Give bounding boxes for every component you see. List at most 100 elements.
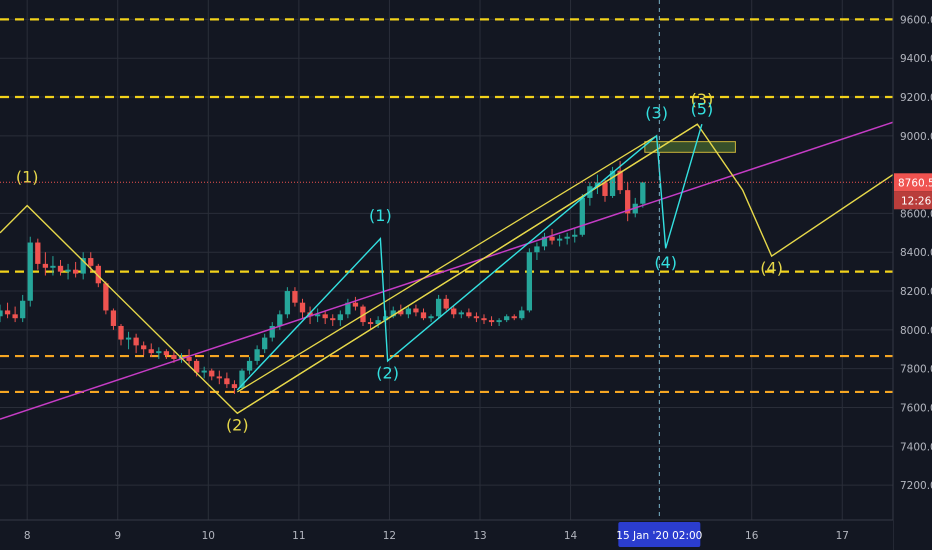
candle-body — [572, 234, 578, 237]
wave-label: (2) — [376, 363, 399, 382]
candle-body — [239, 370, 245, 389]
candle-body — [110, 310, 117, 326]
resistance-zone[interactable] — [644, 141, 736, 153]
price-tick-label: 8600.0 — [900, 208, 932, 220]
price-tick-label: 7800.0 — [900, 364, 932, 376]
candle-body — [435, 298, 442, 317]
candle-body — [163, 351, 170, 356]
candle-body — [224, 378, 230, 385]
wave-label: (4) — [760, 259, 783, 278]
candle-body — [12, 314, 18, 319]
candle-body — [35, 242, 41, 264]
time-tick-label: 10 — [202, 530, 215, 542]
price-tick-label: 9000.0 — [900, 131, 932, 143]
elliott-wave-path[interactable] — [236, 123, 703, 391]
drawing-lines[interactable] — [0, 121, 894, 420]
candle-body — [481, 318, 487, 321]
candle-body — [398, 310, 404, 315]
elliott-wave-path[interactable] — [0, 123, 894, 415]
candle-body — [148, 349, 154, 354]
price-tick-label: 9600.0 — [900, 14, 932, 26]
price-tick-label: 9200.0 — [900, 92, 932, 104]
time-tick-label: 17 — [836, 530, 849, 542]
candle-body — [65, 269, 71, 272]
price-tick-label: 8200.0 — [900, 286, 932, 298]
candle-body — [330, 318, 336, 321]
candle-body — [367, 322, 374, 325]
price-tick-label: 7400.0 — [900, 441, 932, 453]
candle-body — [307, 312, 313, 317]
time-tick-label: 13 — [473, 530, 486, 542]
candle-body — [216, 376, 222, 379]
candle-body — [246, 360, 253, 371]
time-tick-label: 14 — [564, 530, 578, 542]
candle-body — [50, 265, 56, 268]
candle-body — [352, 302, 359, 307]
candle-body — [496, 320, 502, 323]
wave-label: (5) — [691, 99, 714, 118]
candle-body — [526, 252, 533, 311]
candle-body — [488, 320, 495, 323]
price-tick-label: 8000.0 — [900, 325, 932, 337]
candle-body — [27, 242, 33, 301]
candle-body — [118, 325, 124, 340]
candle-body — [511, 316, 517, 319]
crosshair-date-badge — [618, 522, 701, 547]
current-price-value: 8760.5 — [898, 177, 932, 189]
grid-lines — [0, 0, 893, 520]
candle-body — [556, 238, 563, 241]
candle-body — [443, 298, 449, 309]
candle-body — [451, 308, 457, 315]
candle-body — [602, 182, 608, 196]
candle-series — [0, 161, 646, 394]
price-axis[interactable]: 7200.0 7400.0 7600.0 7800.0 8000.0 8200.0 8400… — [892, 0, 932, 550]
candle-body — [519, 310, 525, 319]
time-axis-background — [0, 520, 893, 550]
candle-body — [186, 357, 192, 361]
wave-label: (1) — [16, 167, 39, 186]
candle-body — [72, 269, 79, 274]
wave-label: (3) — [645, 103, 668, 122]
candle-body — [473, 316, 480, 319]
candle-body — [625, 190, 631, 214]
candle-body — [156, 351, 162, 354]
candle-body — [88, 258, 94, 266]
candle-body — [390, 310, 396, 317]
time-tick-label: 16 — [745, 530, 759, 542]
candle-body — [541, 236, 548, 247]
channel-line[interactable] — [236, 135, 657, 393]
candle-body — [405, 308, 412, 315]
candle-body — [458, 312, 464, 315]
time-axis[interactable]: 8 9 10 11 12 13 14 16 17 15 Jan '20 02:00 — [0, 519, 893, 550]
time-tick-label: 9 — [114, 530, 121, 542]
candle-body — [201, 370, 207, 373]
price-axis-background — [893, 0, 932, 550]
wave-labels: (1) (2) (3) (4) (1) (2) (3) (4) (5) — [16, 90, 783, 435]
magenta-trendline[interactable] — [0, 121, 894, 420]
candle-body — [262, 337, 268, 350]
candle-body — [420, 312, 427, 319]
candle-body — [534, 246, 540, 253]
candle-body — [254, 349, 260, 361]
crosshair — [0, 0, 893, 520]
candle-body — [466, 312, 472, 317]
candle-body — [504, 316, 510, 321]
price-tick-label: 9400.0 — [900, 53, 932, 65]
candle-body — [95, 265, 101, 284]
time-tick-label: 11 — [292, 530, 305, 542]
wave-label: (1) — [369, 206, 392, 225]
candle-body — [360, 306, 366, 323]
candle-body — [42, 263, 49, 268]
candle-body — [413, 308, 419, 313]
candle-body — [209, 370, 215, 377]
time-tick-label: 8 — [24, 530, 31, 542]
candle-body — [609, 170, 616, 196]
candle-body — [20, 300, 26, 319]
supply-zone-box[interactable] — [644, 141, 736, 153]
price-tick-label: 8400.0 — [900, 247, 932, 259]
countdown-box — [894, 191, 932, 210]
candle-body — [594, 182, 601, 187]
wave-label: (3) — [691, 90, 714, 109]
candle-body — [617, 170, 623, 191]
